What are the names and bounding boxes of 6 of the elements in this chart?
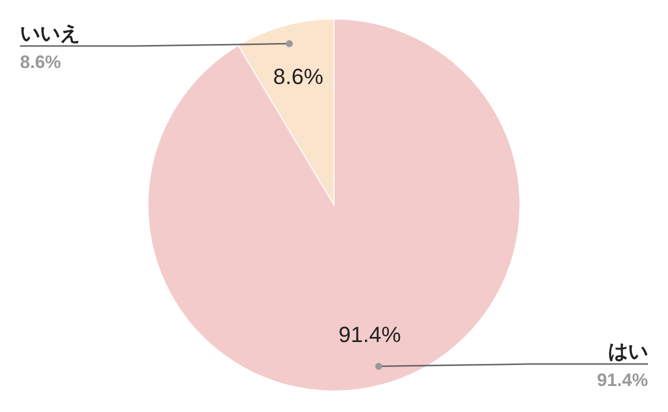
- data-label: 8.6%: [273, 64, 324, 89]
- slice-label: はい: [608, 341, 648, 363]
- data-label: 91.4%: [338, 322, 401, 348]
- text: 91.4%: [596, 370, 648, 390]
- slice-label: いいえ: [20, 23, 80, 45]
- text: 8.6%: [20, 52, 62, 72]
